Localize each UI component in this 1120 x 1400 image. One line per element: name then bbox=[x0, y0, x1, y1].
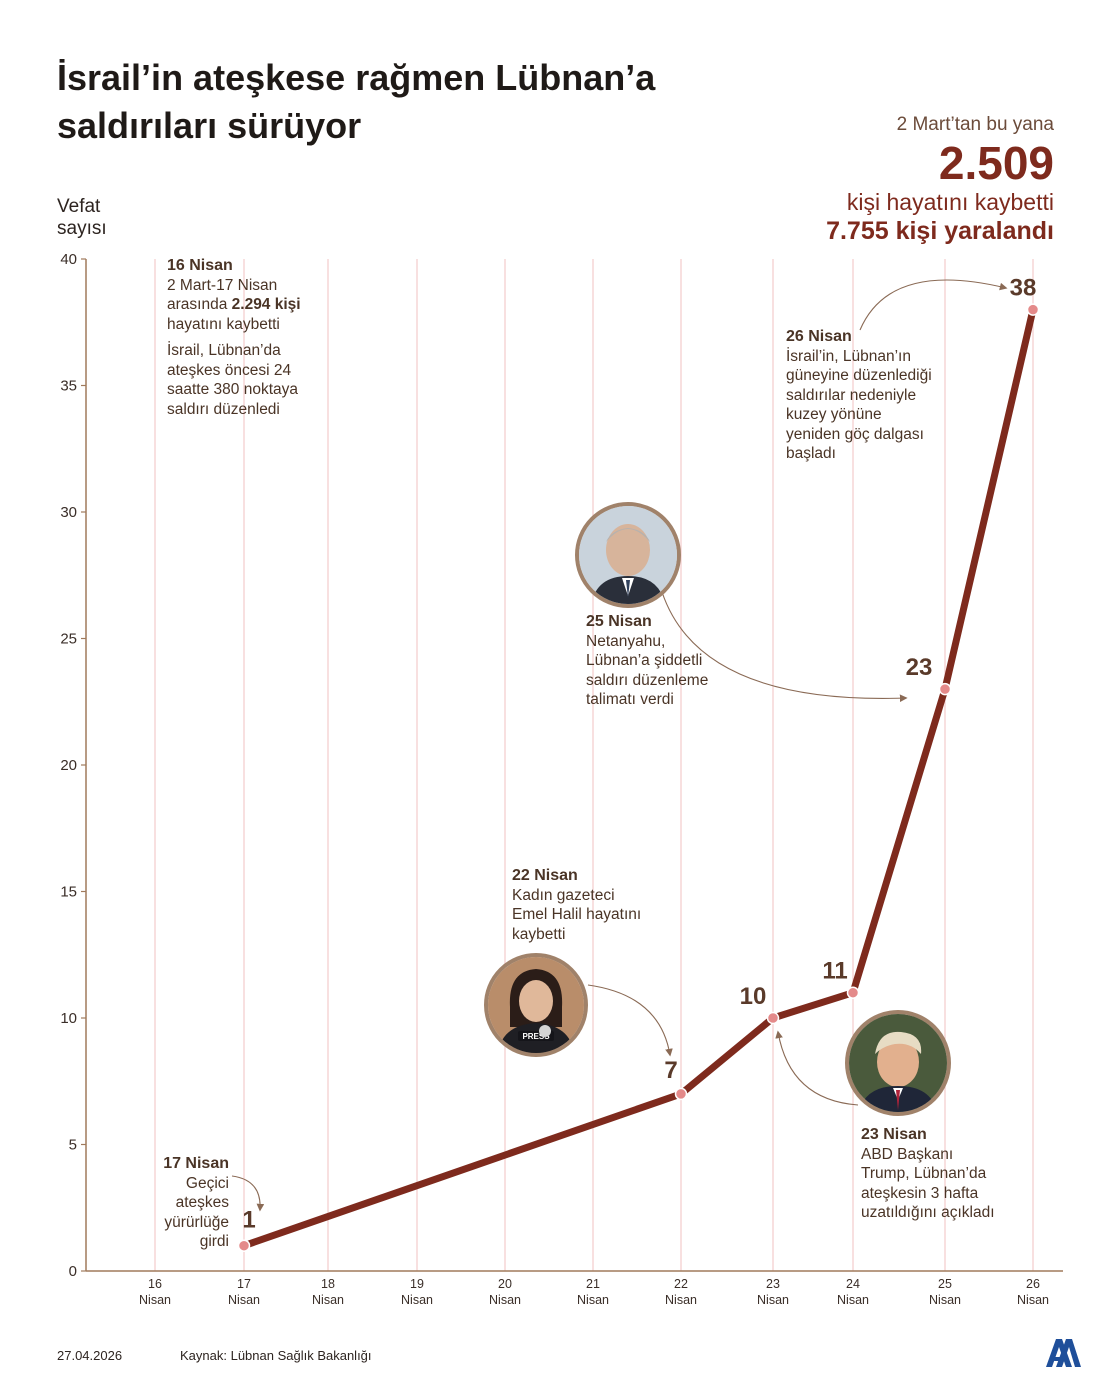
y-tick-label: 20 bbox=[60, 757, 77, 774]
summary-deaths: 2.509 bbox=[938, 137, 1054, 189]
x-tick-label-month: Nisan bbox=[401, 1293, 433, 1307]
portrait-emel-halil-image: PRESS bbox=[488, 957, 584, 1053]
y-tick-label: 35 bbox=[60, 378, 77, 395]
annotation-26-nisan-date: 26 Nisan bbox=[786, 328, 852, 345]
page-title: İsrail’in ateşkese rağmen Lübnan’a saldı… bbox=[57, 57, 656, 146]
x-tick-label-month: Nisan bbox=[665, 1293, 697, 1307]
aa-logo-icon bbox=[1046, 1339, 1081, 1367]
data-point bbox=[674, 1087, 688, 1101]
summary-since: 2 Mart’tan bu yana bbox=[896, 114, 1054, 135]
x-tick-label-day: 21 bbox=[586, 1277, 600, 1291]
x-tick-label-month: Nisan bbox=[139, 1293, 171, 1307]
portrait-netanyahu-image bbox=[579, 506, 677, 604]
x-tick-label-day: 17 bbox=[237, 1277, 251, 1291]
annotation-16-nisan-text1-c: hayatını kaybetti bbox=[167, 315, 280, 333]
annotation-17-nisan-date: 17 Nisan bbox=[163, 1155, 229, 1172]
annotation-16-nisan-date: 16 Nisan bbox=[167, 257, 233, 274]
data-point bbox=[846, 986, 860, 999]
annotation-16-nisan-text1-b: 2.294 kişi bbox=[231, 296, 301, 313]
summary-box: 2 Mart’tan bu yana 2.509 kişi hayatını k… bbox=[826, 112, 1054, 246]
data-point bbox=[766, 1011, 780, 1025]
arrow-25-nisan bbox=[661, 591, 908, 703]
data-series-line bbox=[240, 306, 1037, 1250]
x-tick-label-day: 26 bbox=[1026, 1277, 1040, 1291]
data-point bbox=[938, 682, 952, 696]
data-label: 1 bbox=[242, 1207, 255, 1234]
x-tick-label-month: Nisan bbox=[312, 1293, 344, 1307]
data-label: 23 bbox=[906, 654, 933, 681]
annotation-25-nisan: 25 Nisan Netanyahu, Lübnan’a şiddetli sa… bbox=[586, 612, 726, 710]
x-tick-label-month: Nisan bbox=[837, 1293, 869, 1307]
svg-text:PRESS: PRESS bbox=[522, 1032, 550, 1041]
annotation-22-nisan: 22 Nisan Kadın gazeteci Emel Halil hayat… bbox=[512, 866, 647, 944]
data-label: 38 bbox=[1010, 275, 1037, 302]
annotation-26-nisan: 26 Nisan İsrail’in, Lübnan’ın güneyine d… bbox=[786, 327, 936, 464]
data-label: 7 bbox=[664, 1057, 677, 1084]
x-tick-label-month: Nisan bbox=[489, 1293, 521, 1307]
annotation-22-nisan-date: 22 Nisan bbox=[512, 867, 578, 884]
data-label: 11 bbox=[822, 958, 847, 985]
annotation-16-nisan-text2: İsrail, Lübnan’da ateşkes öncesi 24 saat… bbox=[167, 342, 298, 418]
y-tick-label: 15 bbox=[60, 884, 77, 901]
trump-photo bbox=[845, 1010, 951, 1116]
portrait-trump-image bbox=[849, 1014, 947, 1112]
annotation-17-nisan: 17 Nisan Geçici ateşkes yürürlüğe girdi bbox=[140, 1154, 229, 1252]
emel-halil-photo: PRESS bbox=[484, 953, 588, 1057]
x-tick-label-month: Nisan bbox=[577, 1293, 609, 1307]
arrow-22-nisan bbox=[587, 984, 673, 1057]
arrow-23-nisan bbox=[775, 1030, 859, 1106]
netanyahu-photo bbox=[575, 502, 681, 608]
summary-died-label: kişi hayatını kaybetti bbox=[846, 189, 1054, 215]
x-tick-label-day: 22 bbox=[674, 1277, 688, 1291]
x-tick-label-day: 25 bbox=[938, 1277, 952, 1291]
x-tick-label-day: 23 bbox=[766, 1277, 780, 1291]
y-tick-label: 30 bbox=[60, 504, 77, 521]
annotation-23-nisan-date: 23 Nisan bbox=[861, 1126, 927, 1143]
x-tick-label-month: Nisan bbox=[929, 1293, 961, 1307]
y-axis-label: Vefat sayısı bbox=[57, 196, 107, 239]
x-tick-label-day: 20 bbox=[498, 1277, 512, 1291]
y-tick-label: 25 bbox=[60, 631, 77, 648]
x-tick-label-month: Nisan bbox=[228, 1293, 260, 1307]
x-tick-label-month: Nisan bbox=[1017, 1293, 1049, 1307]
annotation-25-nisan-text: Netanyahu, Lübnan’a şiddetli saldırı düz… bbox=[586, 632, 709, 709]
x-tick-label-day: 18 bbox=[321, 1277, 335, 1291]
annotation-16-nisan-text1: 2 Mart-17 Nisan arasında 2.294 kişi haya… bbox=[167, 276, 302, 335]
y-tick-label: 40 bbox=[60, 251, 77, 268]
arrow-17-nisan bbox=[231, 1175, 265, 1212]
x-tick-label-day: 16 bbox=[148, 1277, 162, 1291]
y-tick-label: 10 bbox=[60, 1010, 77, 1027]
data-point bbox=[1026, 303, 1040, 316]
arrow-26-nisan bbox=[859, 279, 1008, 331]
annotation-22-nisan-text: Kadın gazeteci Emel Halil hayatını kaybe… bbox=[512, 886, 642, 943]
annotation-23-nisan: 23 Nisan ABD Başkanı Trump, Lübnan’da at… bbox=[861, 1125, 1001, 1223]
annotation-25-nisan-date: 25 Nisan bbox=[586, 613, 652, 630]
annotation-16-nisan-text1-a: 2 Mart-17 Nisan arasında bbox=[167, 276, 278, 314]
data-label: 10 bbox=[740, 983, 767, 1010]
annotation-17-nisan-text: Geçici ateşkes yürürlüğe girdi bbox=[164, 1174, 229, 1251]
footer-source: Kaynak: Lübnan Sağlık Bakanlığı bbox=[180, 1348, 372, 1363]
data-point bbox=[237, 1239, 251, 1252]
y-tick-label: 0 bbox=[69, 1263, 77, 1280]
footer-date: 27.04.2026 bbox=[57, 1348, 123, 1363]
x-tick-label-day: 19 bbox=[410, 1277, 424, 1291]
annotation-16-nisan: 16 Nisan 2 Mart-17 Nisan arasında 2.294 … bbox=[167, 256, 302, 419]
summary-injured: 7.755 kişi yaralandı bbox=[826, 217, 1054, 245]
x-tick-label-day: 24 bbox=[846, 1277, 860, 1291]
annotation-26-nisan-text: İsrail’in, Lübnan’ın güneyine düzenlediğ… bbox=[786, 347, 932, 463]
annotation-23-nisan-text: ABD Başkanı Trump, Lübnan’da ateşkesin 3… bbox=[861, 1145, 995, 1222]
x-tick-label-month: Nisan bbox=[757, 1293, 789, 1307]
y-tick-label: 5 bbox=[69, 1137, 77, 1154]
